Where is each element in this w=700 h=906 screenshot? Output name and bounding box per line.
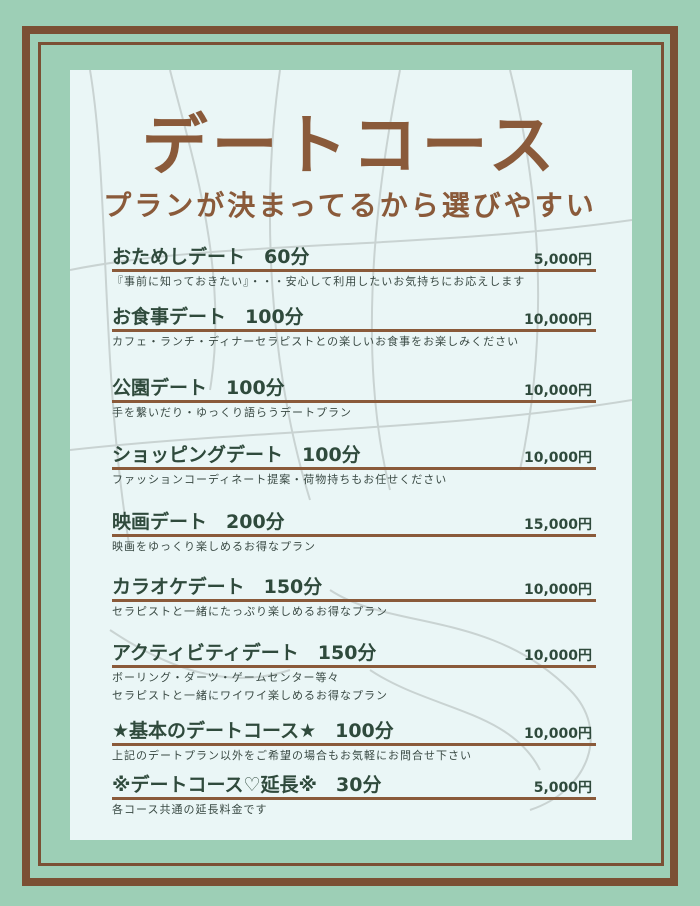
menu-item: 公園デート 100分 10,000円 手を繋いだり・ゆっくり語らうデートプラン (112, 376, 596, 421)
item-name: アクティビティデート 150分 (112, 642, 377, 664)
item-name: ★基本のデートコース★ 100分 (112, 720, 394, 742)
item-name: ※デートコース♡延長※ 30分 (112, 774, 382, 796)
content-panel (70, 70, 632, 840)
menu-item: お食事デート 100分 10,000円 カフェ・ランチ・ディナーセラピストとの楽… (112, 305, 596, 350)
item-divider (112, 665, 596, 668)
item-description: 上記のデートプラン以外をご希望の場合もお気軽にお問合せ下さい (112, 749, 472, 762)
menu-item: ★基本のデートコース★ 100分 10,000円 上記のデートプラン以外をご希望… (112, 719, 596, 764)
item-name: カラオケデート 150分 (112, 576, 323, 598)
menu-item: ショッピングデート 100分 10,000円 ファッションコーディネート提案・荷… (112, 443, 596, 488)
item-description: セラピストと一緒にワイワイ楽しめるお得なプラン (112, 689, 388, 702)
outer-frame (22, 26, 678, 886)
item-price: 15,000円 (523, 517, 592, 533)
page-subtitle: プランが決まってるから選びやすい (103, 189, 597, 222)
item-description: 各コース共通の延長料金です (112, 803, 268, 816)
menu-item: おためしデート 60分 5,000円 『事前に知っておきたい』・・・安心して利用… (112, 245, 596, 290)
item-description: 映画をゆっくり楽しめるお得なプラン (112, 540, 316, 553)
item-price: 5,000円 (533, 252, 592, 268)
item-divider (112, 599, 596, 602)
item-divider (112, 269, 596, 272)
item-description: 手を繋いだり・ゆっくり語らうデートプラン (112, 406, 352, 419)
item-divider (112, 534, 596, 537)
item-description: 『事前に知っておきたい』・・・安心して利用したいお気持ちにお応えします (112, 275, 526, 288)
menu-item: 映画デート 200分 15,000円 映画をゆっくり楽しめるお得なプラン (112, 510, 596, 555)
item-description: セラピストと一緒にたっぷり楽しめるお得なプラン (112, 605, 388, 618)
item-name: 映画デート 200分 (112, 511, 285, 533)
menu-item: アクティビティデート 150分 10,000円 ボーリング・ダーツ・ゲームセンタ… (112, 641, 596, 704)
item-description: ファッションコーディネート提案・荷物持ちもお任せください (112, 473, 448, 486)
item-divider (112, 797, 596, 800)
item-name: お食事デート 100分 (112, 306, 304, 328)
item-divider (112, 743, 596, 746)
item-price: 10,000円 (523, 312, 592, 328)
item-price: 10,000円 (523, 726, 592, 742)
menu-item: ※デートコース♡延長※ 30分 5,000円 各コース共通の延長料金です (112, 773, 596, 818)
item-price: 10,000円 (523, 648, 592, 664)
item-divider (112, 400, 596, 403)
item-price: 5,000円 (533, 780, 592, 796)
page-title: デートコース (141, 107, 559, 184)
item-divider (112, 329, 596, 332)
item-name: ショッピングデート 100分 (112, 444, 361, 466)
background-sketch-illustration (70, 70, 632, 811)
item-price: 10,000円 (523, 582, 592, 598)
item-divider (112, 467, 596, 470)
item-name: 公園デート 100分 (112, 377, 285, 399)
item-description: カフェ・ランチ・ディナーセラピストとの楽しいお食事をお楽しみください (112, 335, 520, 348)
item-price: 10,000円 (523, 383, 592, 399)
item-description: ボーリング・ダーツ・ゲームセンター等々 (112, 671, 340, 684)
inner-frame (38, 42, 664, 866)
menu-item: カラオケデート 150分 10,000円 セラピストと一緒にたっぷり楽しめるお得… (112, 575, 596, 620)
item-price: 10,000円 (523, 450, 592, 466)
item-name: おためしデート 60分 (112, 246, 310, 268)
